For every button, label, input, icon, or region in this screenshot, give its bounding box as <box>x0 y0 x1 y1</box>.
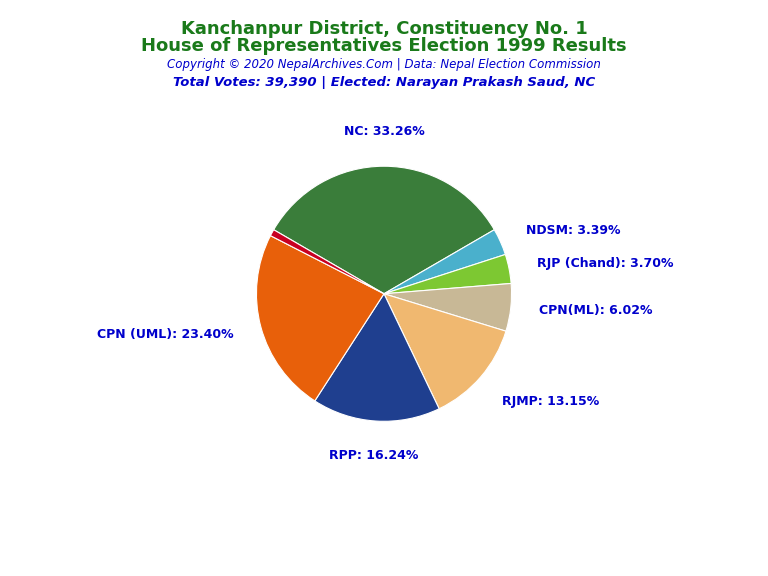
Text: House of Representatives Election 1999 Results: House of Representatives Election 1999 R… <box>141 37 627 55</box>
Wedge shape <box>273 166 495 294</box>
Text: NDSM: 3.39%: NDSM: 3.39% <box>526 224 621 237</box>
Text: Copyright © 2020 NepalArchives.Com | Data: Nepal Election Commission: Copyright © 2020 NepalArchives.Com | Dat… <box>167 58 601 71</box>
Wedge shape <box>315 294 439 421</box>
Text: CPN (UML): 23.40%: CPN (UML): 23.40% <box>97 328 233 340</box>
Wedge shape <box>384 283 511 331</box>
Text: RJMP: 13.15%: RJMP: 13.15% <box>502 395 599 408</box>
Text: Total Votes: 39,390 | Elected: Narayan Prakash Saud, NC: Total Votes: 39,390 | Elected: Narayan P… <box>173 76 595 89</box>
Wedge shape <box>257 236 384 401</box>
Text: CPN(ML): 6.02%: CPN(ML): 6.02% <box>538 304 652 317</box>
Text: Kanchanpur District, Constituency No. 1: Kanchanpur District, Constituency No. 1 <box>180 20 588 38</box>
Text: NC: 33.26%: NC: 33.26% <box>343 125 425 138</box>
Wedge shape <box>384 255 511 294</box>
Text: RPP: 16.24%: RPP: 16.24% <box>329 449 419 462</box>
Wedge shape <box>384 230 505 294</box>
Text: RJP (Chand): 3.70%: RJP (Chand): 3.70% <box>537 257 673 270</box>
Wedge shape <box>270 230 384 294</box>
Wedge shape <box>384 294 506 409</box>
Legend: Ram Kumar Gyawali (9,219), Mewa Ram Chaudhary (5,178), Labru Rana Tharu (1,457),: Ram Kumar Gyawali (9,219), Mewa Ram Chau… <box>390 575 618 576</box>
